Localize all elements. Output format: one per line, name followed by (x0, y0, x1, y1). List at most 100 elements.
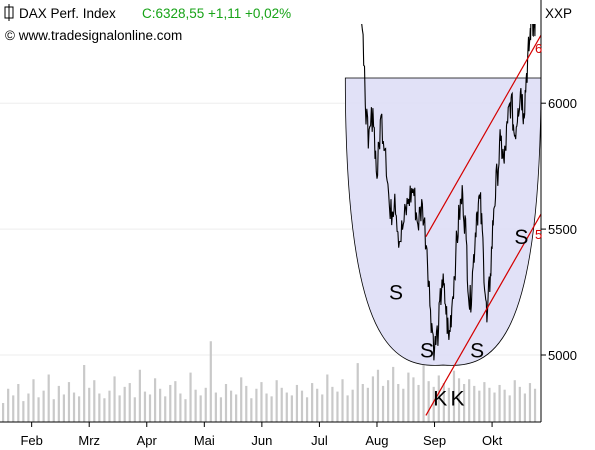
volume-bar (311, 383, 314, 422)
volume-bar (300, 390, 304, 422)
volume-bar (199, 395, 202, 422)
volume-bar (240, 377, 243, 422)
volume-bar (194, 389, 197, 422)
pattern-label: S (420, 340, 434, 363)
volume-bar (518, 386, 521, 422)
volume-bar (503, 389, 506, 422)
volume-bar (255, 388, 258, 422)
volume-bars (2, 341, 537, 422)
volume-bar (397, 384, 400, 422)
volume-bar (7, 388, 10, 422)
volume-bar (42, 390, 45, 422)
volume-bar (326, 374, 329, 422)
x-tick-label: Jun (251, 433, 272, 448)
volume-bar (2, 403, 5, 422)
pattern-label: K (433, 387, 447, 410)
exchange-code: XXP (545, 6, 572, 21)
channel-line-lower (425, 213, 541, 416)
volume-bar (457, 378, 461, 422)
volume-bar (72, 392, 76, 422)
volume-bar (245, 385, 248, 422)
volume-bar (98, 393, 101, 422)
x-tick-label: Apr (137, 433, 158, 448)
x-tick-label: Jul (311, 433, 328, 448)
volume-bar (118, 395, 121, 422)
volume-bar (371, 376, 375, 422)
volume-bar (214, 392, 217, 422)
copyright-notice: © www.tradesignalonline.com (5, 28, 182, 43)
volume-bar (12, 395, 15, 422)
volume-bar (478, 390, 481, 422)
pattern-label: S (514, 226, 528, 249)
volume-bar (37, 397, 40, 422)
volume-bar (447, 387, 451, 422)
x-tick-label: Aug (365, 433, 388, 448)
rounding-bottom-shape (344, 77, 541, 366)
volume-bar (346, 395, 349, 422)
volume-bar (305, 397, 309, 422)
volume-bar (498, 384, 501, 422)
volume-bar (437, 375, 440, 422)
pattern-annotations: S S K K S S (389, 226, 528, 410)
volume-bar (113, 376, 116, 422)
volume-bar (442, 383, 445, 422)
volume-bar (432, 386, 435, 422)
y-tick-label: 5500 (548, 222, 577, 237)
volume-bar (422, 365, 425, 422)
volume-bar (169, 384, 172, 422)
volume-bar (295, 384, 299, 422)
volume-bar (67, 382, 71, 422)
volume-bar (407, 372, 410, 422)
instrument-name: DAX Perf. Index (19, 6, 116, 21)
y-tick-label: 5000 (548, 348, 577, 363)
volume-bar (57, 385, 60, 422)
y-tick-label: 6000 (548, 96, 577, 111)
volume-bar (93, 380, 96, 422)
volume-bar (209, 341, 212, 422)
x-tick-label: Mai (194, 433, 215, 448)
volume-bar (336, 391, 339, 422)
volume-bar (523, 393, 527, 422)
volume-bar (229, 390, 233, 422)
volume-bar (164, 396, 167, 422)
volume-bar (468, 379, 471, 422)
pattern-label: S (470, 340, 484, 363)
volume-bar (184, 399, 187, 422)
volume-bar (265, 393, 268, 422)
volume-bar (52, 399, 55, 422)
volume-bar (280, 387, 283, 422)
volume-bar (77, 396, 81, 422)
volume-bar (316, 388, 319, 422)
volume-bar (250, 398, 253, 422)
volume-bar (417, 384, 420, 422)
volume-bar (224, 384, 228, 422)
y-axis-ticks: 500055006000650070007500 (541, 96, 577, 363)
volume-bar (528, 383, 532, 422)
volume-bar (381, 385, 385, 422)
volume-bar (513, 380, 516, 422)
volume-bar (219, 397, 223, 422)
channel-line-upper (425, 34, 541, 237)
channel-lower-edge-label: 5 (535, 227, 542, 242)
volume-bar (493, 392, 496, 422)
volume-bar (473, 385, 476, 422)
channel-upper-edge-label: 6 (535, 41, 542, 56)
volume-bar (47, 374, 50, 422)
volume-bar (290, 395, 293, 422)
x-tick-label: Mrz (78, 433, 100, 448)
volume-bar (189, 372, 192, 422)
volume-bar (285, 392, 288, 422)
quote-summary: C:6328,55 +1,11 +0,02% (142, 6, 291, 21)
volume-bar (138, 369, 141, 422)
x-axis-ticks: Feb Mrz Apr Mai Jun Jul Aug Sep Okt (20, 422, 503, 448)
volume-bar (159, 388, 162, 422)
volume-bar (508, 395, 511, 422)
volume-bar (331, 386, 334, 422)
price-line (361, 24, 536, 361)
volume-bar (275, 380, 278, 422)
volume-bar (133, 397, 136, 422)
volume-bar (341, 379, 344, 422)
volume-bar (356, 363, 359, 422)
volume-bar (376, 369, 380, 422)
